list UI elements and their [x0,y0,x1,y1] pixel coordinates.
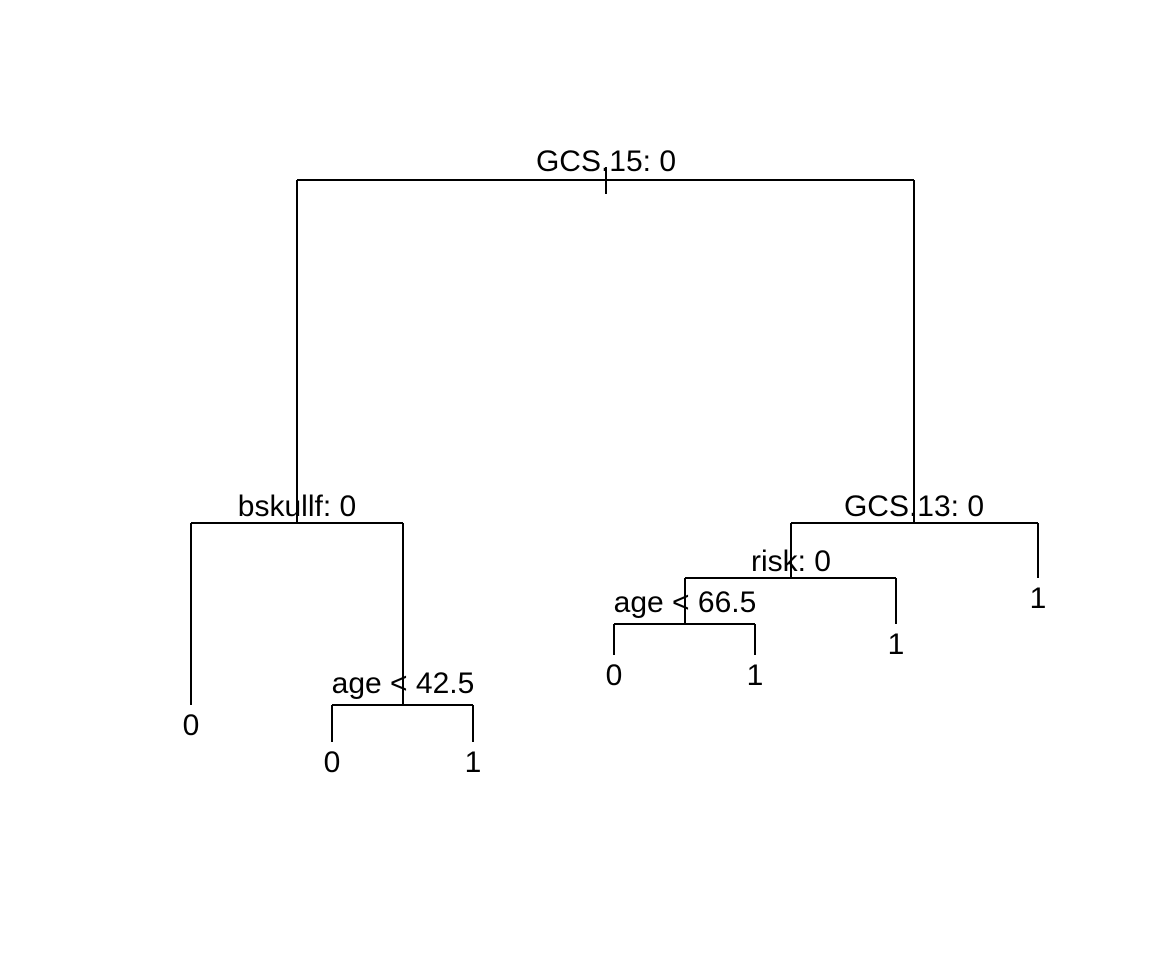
split-label: GCS.15: 0 [536,145,676,178]
split-label: GCS.13: 0 [844,490,984,523]
leaf-label: 1 [1030,582,1047,615]
split-label: age < 66.5 [614,586,757,619]
split-node-age-66-5: age < 66.5 [613,586,757,655]
leaf-label: 0 [324,746,341,779]
split-label: bskullf: 0 [238,490,356,523]
leaf-label: 1 [747,659,764,692]
leaf-label: 0 [606,659,623,692]
split-label: age < 42.5 [332,667,475,700]
split-node-gcs15: GCS.15: 0 [296,145,915,523]
leaf-label: 1 [888,628,905,661]
split-node-age-42-5: age < 42.5 [331,667,475,742]
split-node-bskullf: bskullf: 0 [190,490,404,705]
leaf-label: 0 [183,709,200,742]
leaf-label: 1 [465,746,482,779]
split-node-gcs13: GCS.13: 0 [790,490,1039,578]
split-label: risk: 0 [751,545,831,578]
split-node-risk: risk: 0 [684,545,897,624]
